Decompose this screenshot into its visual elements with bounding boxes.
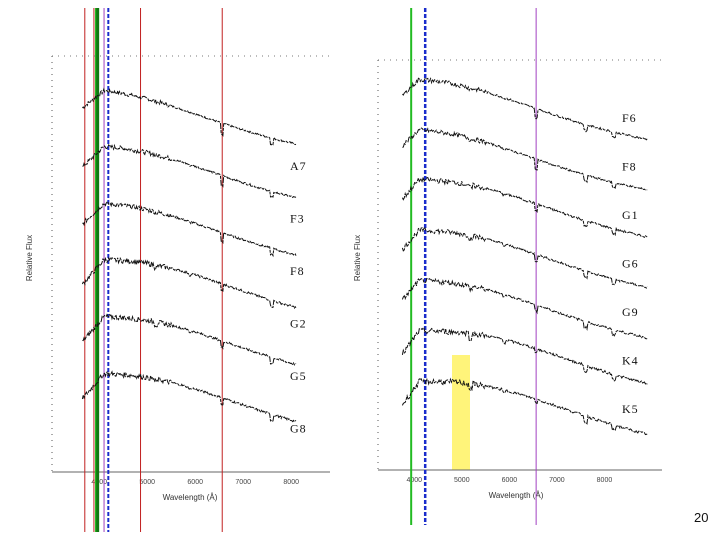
right-spectral-line-markers bbox=[410, 8, 537, 525]
page-number: 20 bbox=[694, 510, 708, 525]
spectrum-g9 bbox=[401, 277, 648, 340]
spectrum-g6 bbox=[401, 227, 648, 289]
spectral-type-label: G8 bbox=[290, 422, 307, 436]
spectrum-f8 bbox=[82, 200, 297, 258]
x-tick-label: 7000 bbox=[235, 479, 251, 486]
spectral-type-label: F8 bbox=[622, 160, 637, 174]
right-spectral-type-labels: F6 F8 G1 G6 G9 K4 K5 bbox=[622, 111, 639, 416]
right-y-axis-label: Relative Flux bbox=[353, 235, 362, 281]
spectral-type-label: G2 bbox=[290, 317, 307, 331]
left-spectral-line-markers bbox=[84, 8, 223, 532]
x-tick-label: 4000 bbox=[91, 479, 107, 486]
spectrum-g1 bbox=[401, 176, 648, 238]
spectrum-g8 bbox=[81, 370, 297, 423]
left-x-tick-labels: 4000 5000 6000 7000 8000 bbox=[91, 479, 299, 486]
spectrum-f8 bbox=[402, 127, 648, 191]
left-y-axis-label: Relative Flux bbox=[25, 235, 34, 281]
right-spectra-panel: Relative Flux Wavelength (Å) 4000 5000 600… bbox=[353, 8, 662, 525]
spectrum-g2 bbox=[81, 256, 297, 310]
spectrum-k5 bbox=[401, 377, 648, 436]
spectral-type-label: G5 bbox=[290, 369, 307, 383]
x-tick-label: 6000 bbox=[187, 479, 203, 486]
absorption-highlight-band bbox=[452, 355, 470, 470]
left-spectra-panel: Relative Flux Wavelength (Å) 4000 5000 600… bbox=[25, 8, 330, 532]
spectrum-f3 bbox=[82, 143, 297, 199]
spectrum-k4 bbox=[401, 327, 648, 385]
left-spectral-type-labels: A7 F3 F8 G2 G5 G8 bbox=[290, 159, 307, 436]
right-spectra-series bbox=[401, 77, 648, 436]
left-spectra-series bbox=[81, 87, 297, 423]
spectral-type-label: G6 bbox=[622, 257, 639, 271]
x-tick-label: 8000 bbox=[597, 477, 613, 484]
x-tick-label: 6000 bbox=[502, 477, 518, 484]
right-x-tick-labels: 4000 5000 6000 7000 8000 bbox=[406, 477, 612, 484]
spectral-type-label: G1 bbox=[622, 208, 639, 222]
x-tick-label: 8000 bbox=[283, 479, 299, 486]
spectral-type-label: K5 bbox=[622, 402, 639, 416]
spectrum-g5 bbox=[82, 313, 297, 366]
spectral-type-label: F8 bbox=[290, 264, 305, 278]
spectral-type-label: F3 bbox=[290, 212, 305, 226]
spectral-type-label: K4 bbox=[622, 354, 639, 368]
x-tick-label: 5000 bbox=[454, 477, 470, 484]
x-tick-label: 7000 bbox=[549, 477, 565, 484]
left-x-axis-label: Wavelength (Å) bbox=[163, 493, 218, 502]
right-x-axis-label: Wavelength (Å) bbox=[489, 491, 544, 500]
spectrum-f6 bbox=[402, 77, 648, 141]
x-tick-label: 4000 bbox=[406, 477, 422, 484]
x-tick-label: 5000 bbox=[139, 479, 155, 486]
spectrum-a7 bbox=[82, 87, 297, 146]
spectral-type-label: A7 bbox=[290, 159, 307, 173]
spectral-type-label: G9 bbox=[622, 305, 639, 319]
spectral-type-label: F6 bbox=[622, 111, 637, 125]
